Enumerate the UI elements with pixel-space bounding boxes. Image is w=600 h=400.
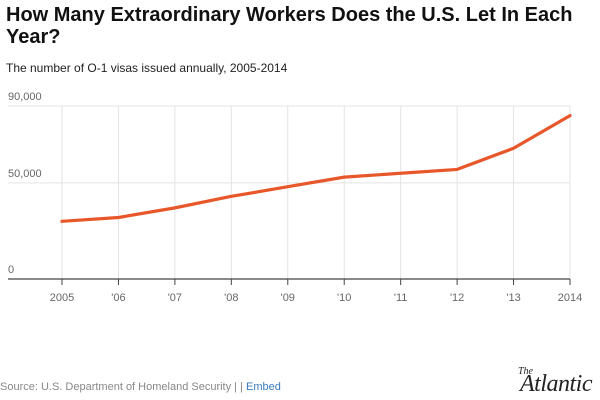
data-point bbox=[60, 220, 64, 223]
x-tick-label: '13 bbox=[506, 292, 520, 304]
data-point bbox=[399, 172, 402, 175]
x-tick-label: '12 bbox=[450, 292, 464, 304]
x-tick-label: '10 bbox=[337, 292, 351, 304]
data-point bbox=[173, 206, 177, 210]
x-tick-label: 2014 bbox=[558, 292, 582, 304]
data-point bbox=[230, 195, 233, 198]
grid bbox=[8, 105, 571, 279]
data-point bbox=[568, 114, 572, 117]
chart-subtitle: The number of O-1 visas issued annually,… bbox=[6, 61, 288, 75]
x-tick-label: '08 bbox=[224, 292, 238, 304]
x-tick-label: '09 bbox=[281, 292, 295, 304]
source-text: Source: U.S. Department of Homeland Secu… bbox=[0, 381, 238, 393]
chart-title: How Many Extraordinary Workers Does the … bbox=[6, 4, 573, 48]
data-point bbox=[512, 147, 515, 150]
embed-link[interactable]: Embed bbox=[246, 381, 281, 393]
data-point bbox=[343, 175, 346, 179]
series-line bbox=[60, 114, 572, 223]
series-layer bbox=[60, 114, 572, 223]
logo-name: Atlantic bbox=[520, 371, 592, 397]
data-point bbox=[286, 185, 289, 188]
x-tick-label: 2005 bbox=[50, 292, 74, 304]
y-tick-label: 90,000 bbox=[8, 91, 42, 103]
y-tick-label: 0 bbox=[8, 264, 14, 276]
x-tick-label: '07 bbox=[168, 292, 182, 304]
x-tick-label: '06 bbox=[111, 292, 125, 304]
tick-labels: 0 50,000 90,000 2005 '06 '07 '08 '09 '10 '11 '12 '1… bbox=[8, 91, 582, 304]
data-point bbox=[455, 168, 459, 171]
logo-the: The bbox=[518, 366, 533, 377]
the-atlantic-logo[interactable]: The Atlantic bbox=[516, 365, 596, 397]
axes bbox=[8, 278, 571, 285]
y-tick-label: 50,000 bbox=[8, 168, 42, 180]
data-point bbox=[117, 216, 120, 219]
source-footer: Source: U.S. Department of Homeland Secu… bbox=[0, 381, 281, 393]
separator: | bbox=[240, 381, 243, 393]
x-tick-label: '11 bbox=[394, 292, 408, 304]
